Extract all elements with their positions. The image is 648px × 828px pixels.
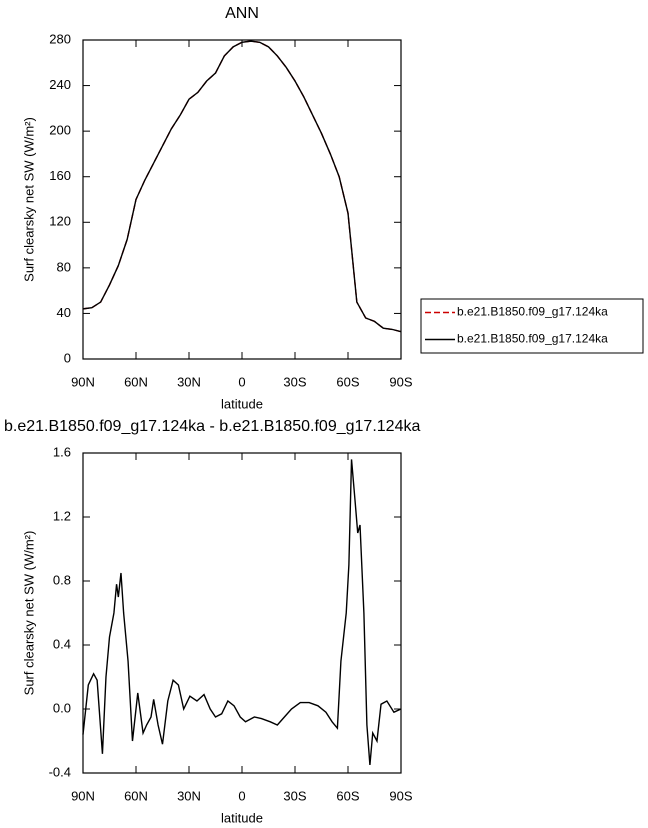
chart-title: ANN [225, 5, 259, 22]
x-tick-label: 30N [177, 374, 201, 389]
x-tick-label: 60S [336, 788, 359, 803]
y-tick-label: 200 [49, 123, 71, 138]
x-tick-label: 60N [124, 788, 148, 803]
y-tick-label: -0.4 [49, 764, 71, 779]
line-series [82, 40, 402, 333]
y-tick-label: 0.8 [53, 572, 71, 587]
y-axis-label: Surf clearsky net SW (W/m²) [21, 531, 36, 696]
line-series [82, 40, 402, 333]
legend-box [420, 298, 644, 354]
y-tick-label: 1.2 [53, 508, 71, 523]
chart-title: b.e21.B1850.f09_g17.124ka - b.e21.B1850.… [4, 418, 420, 435]
y-tick-label: 120 [49, 214, 71, 229]
x-tick-label: 30S [283, 788, 306, 803]
x-tick-label: 0 [238, 788, 245, 803]
x-axis-label: latitude [221, 396, 263, 411]
x-tick-label: 60S [336, 374, 359, 389]
y-tick-label: 0.4 [53, 636, 71, 651]
x-tick-label: 90N [71, 374, 95, 389]
plot-frame [82, 39, 402, 360]
x-tick-label: 30N [177, 788, 201, 803]
x-tick-label: 90S [389, 374, 412, 389]
legend: b.e21.B1850.f09_g17.124ka b.e21.B1850.f09… [420, 298, 644, 354]
y-axis-label: Surf clearsky net SW (W/m²) [21, 117, 36, 282]
x-tick-label: 90N [71, 788, 95, 803]
y-tick-label: 0.0 [53, 700, 71, 715]
y-tick-label: 40 [57, 305, 71, 320]
legend-label: b.e21.B1850.f09_g17.124ka [457, 332, 608, 346]
y-tick-label: 1.6 [53, 444, 71, 459]
y-tick-label: 280 [49, 31, 71, 46]
x-tick-label: 90S [389, 788, 412, 803]
line-series [82, 459, 402, 766]
y-tick-label: 0 [64, 350, 71, 365]
y-tick-label: 80 [57, 259, 71, 274]
x-tick-label: 30S [283, 374, 306, 389]
x-tick-label: 0 [238, 374, 245, 389]
plot-frame [82, 452, 402, 774]
legend-label: b.e21.B1850.f09_g17.124ka [457, 305, 608, 319]
y-tick-label: 240 [49, 77, 71, 92]
x-axis-label: latitude [221, 810, 263, 825]
x-tick-label: 60N [124, 374, 148, 389]
y-tick-label: 160 [49, 168, 71, 183]
